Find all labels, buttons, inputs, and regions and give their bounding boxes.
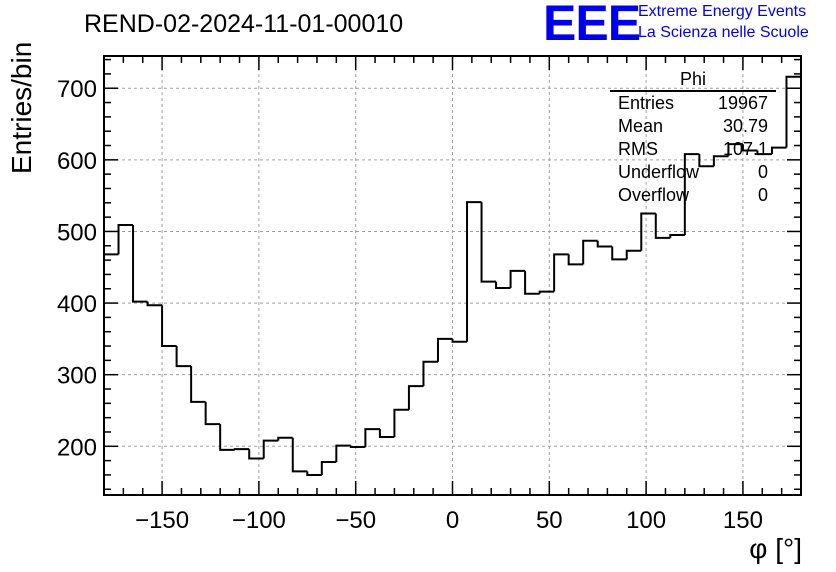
histogram-bin xyxy=(204,401,221,426)
histogram-bin xyxy=(393,408,409,437)
histogram-bin xyxy=(625,249,642,260)
stats-row-mean: Mean 30.79 xyxy=(610,115,776,138)
histogram-bin xyxy=(669,234,685,238)
x-tick-label: 150 xyxy=(723,507,763,534)
stats-key: Underflow xyxy=(618,162,700,182)
histogram-bin xyxy=(524,270,540,295)
histogram-bin xyxy=(509,269,526,289)
histogram-bin xyxy=(320,461,337,475)
histogram-bin xyxy=(219,424,235,451)
stats-value: 0 xyxy=(757,185,768,205)
logo-tagline-1: Extreme Energy Events xyxy=(638,3,807,20)
histogram-bin xyxy=(756,150,772,156)
stats-row-rms: RMS 107.1 xyxy=(610,138,776,161)
eee-logo: EEE xyxy=(543,0,641,51)
histogram-bin xyxy=(262,439,279,459)
histogram-bin xyxy=(698,154,714,168)
histogram-bin xyxy=(451,338,468,343)
y-tick-label: 500 xyxy=(57,219,97,246)
histogram-bin xyxy=(190,366,206,403)
histogram-bin xyxy=(407,385,424,410)
histogram-bin xyxy=(233,448,250,451)
histogram-bin xyxy=(611,246,627,261)
histogram-bin xyxy=(553,253,569,292)
histogram-bin xyxy=(770,146,787,155)
histogram-bin xyxy=(306,471,322,476)
histogram-bin xyxy=(480,202,497,283)
histogram-bin xyxy=(582,239,598,265)
stats-row-overflow: Overflow 0 xyxy=(610,184,776,207)
x-axis-label: φ [°] xyxy=(749,533,802,564)
histogram-bin xyxy=(785,75,801,148)
stats-key: Overflow xyxy=(618,185,690,205)
y-tick-label: 700 xyxy=(57,76,97,103)
y-axis-label: Entries/bin xyxy=(6,41,37,174)
histogram-bin xyxy=(161,305,177,348)
histogram-bin xyxy=(132,225,148,303)
histogram-bin xyxy=(538,290,555,294)
stats-value: 107.1 xyxy=(722,139,768,159)
y-tick-label: 400 xyxy=(57,291,97,318)
x-tick-label: 0 xyxy=(446,507,459,534)
histogram-bin xyxy=(378,429,395,438)
histogram-bin xyxy=(741,144,758,152)
x-tick-label: 50 xyxy=(536,507,563,534)
histogram-bin xyxy=(596,240,613,248)
y-tick-label: 200 xyxy=(57,434,97,461)
histogram-bin xyxy=(683,153,700,236)
y-tick-label: 600 xyxy=(57,148,97,175)
stats-key: RMS xyxy=(618,139,658,159)
y-tick-label: 300 xyxy=(57,363,97,390)
histogram-bin xyxy=(117,224,134,255)
x-tick-label: 100 xyxy=(626,507,666,534)
histogram-bin xyxy=(436,337,453,362)
histogram-bin xyxy=(277,436,293,441)
logo-tagline-2: La Scienza nelle Scuole xyxy=(638,24,809,41)
histogram-bin xyxy=(349,445,366,449)
run-title: REND-02-2024-11-01-00010 xyxy=(84,10,404,38)
histogram-bin xyxy=(466,201,482,342)
histogram-bin xyxy=(640,212,656,251)
histogram-bin xyxy=(364,428,380,448)
histogram-bin xyxy=(422,360,438,387)
x-tick-label: −100 xyxy=(232,507,286,534)
histogram-bin xyxy=(175,346,192,368)
stats-row-entries: Entries 19967 xyxy=(610,92,776,115)
stats-key: Mean xyxy=(618,116,664,136)
histogram-bin xyxy=(712,155,729,167)
stats-box: Phi Entries 19967 Mean 30.79 RMS 107.1 U… xyxy=(610,68,776,207)
histogram-bin xyxy=(727,143,743,157)
histogram-bin xyxy=(248,449,264,460)
stats-value: 30.79 xyxy=(722,116,768,136)
stats-key: Entries xyxy=(618,93,675,113)
x-tick-label: −50 xyxy=(335,507,376,534)
histogram-bin xyxy=(335,444,351,463)
histogram-bin xyxy=(567,254,584,266)
histogram-bin xyxy=(146,301,163,307)
stats-value: 19967 xyxy=(717,93,768,113)
stats-title: Phi xyxy=(610,68,776,92)
histogram-bin xyxy=(291,437,308,473)
histogram-bin xyxy=(495,281,511,290)
x-tick-label: −150 xyxy=(135,507,189,534)
stats-value: 0 xyxy=(757,162,768,182)
histogram-bin xyxy=(654,213,671,239)
stats-row-underflow: Underflow 0 xyxy=(610,161,776,184)
